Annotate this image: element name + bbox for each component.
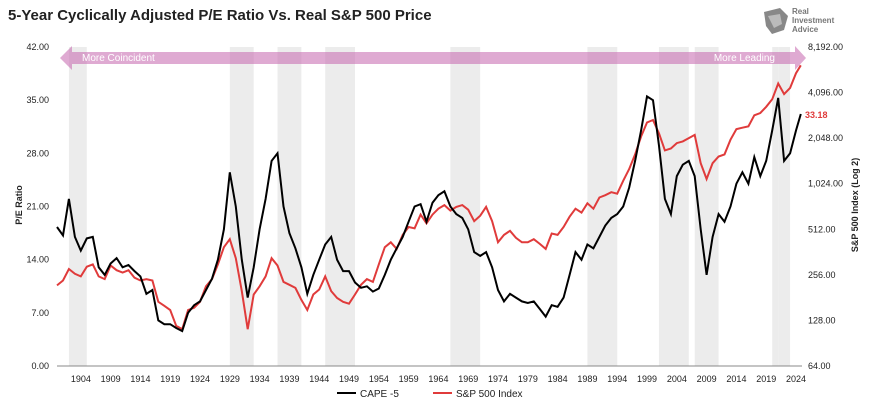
x-tick-label: 1944 bbox=[309, 374, 329, 384]
x-tick-label: 1924 bbox=[190, 374, 210, 384]
x-tick-label: 1979 bbox=[518, 374, 538, 384]
y-right-tick-label: 1,024.00 bbox=[808, 179, 843, 189]
y-left-tick-label: 35.00 bbox=[26, 95, 49, 105]
x-tick-label: 1999 bbox=[637, 374, 657, 384]
x-tick-label: 1974 bbox=[488, 374, 508, 384]
y-right-tick-label: 2,048.00 bbox=[808, 133, 843, 143]
shaded-period-8 bbox=[772, 47, 779, 366]
x-tick-label: 1904 bbox=[71, 374, 91, 384]
x-tick-label: 1954 bbox=[369, 374, 389, 384]
band-left-label: More Coincident bbox=[82, 53, 155, 64]
recession-shading bbox=[68, 47, 791, 366]
x-tick-label: 1989 bbox=[577, 374, 597, 384]
y-left-tick-label: 28.00 bbox=[26, 148, 49, 158]
x-tick-label: 2009 bbox=[697, 374, 717, 384]
x-tick-label: 1914 bbox=[130, 374, 150, 384]
y-left-tick-label: 42.00 bbox=[26, 42, 49, 52]
shaded-period-7 bbox=[694, 47, 719, 366]
x-tick-label: 1964 bbox=[428, 374, 448, 384]
band-right-label: More Leading bbox=[714, 53, 775, 64]
legend: CAPE -5 S&P 500 Index bbox=[337, 389, 523, 400]
x-axis-ticks: 1904 1909 1914 1919 1924 1929 1934 1939 1944 1949… bbox=[71, 374, 806, 384]
x-tick-label: 1929 bbox=[220, 374, 240, 384]
shaded-period-3 bbox=[325, 47, 355, 366]
logo-text-line2: Investment bbox=[792, 16, 835, 25]
x-tick-label: 1949 bbox=[339, 374, 359, 384]
y-axis-right-ticks: 64.00 128.00 256.00 512.00 1,024.00 2,048.00 4… bbox=[808, 42, 843, 371]
chart-title: 5-Year Cyclically Adjusted P/E Ratio Vs.… bbox=[8, 7, 432, 24]
y-left-tick-label: 21.00 bbox=[26, 202, 49, 212]
shaded-period-6 bbox=[658, 47, 689, 366]
y-axis-left-ticks: 0.00 7.00 14.00 21.00 28.00 35.00 42.00 bbox=[26, 42, 49, 371]
logo: Real Investment Advice bbox=[764, 7, 835, 34]
series-line-sp500 bbox=[56, 64, 802, 331]
y-axis-left-label: P/E Ratio bbox=[14, 185, 24, 225]
y-right-tick-label: 128.00 bbox=[808, 315, 836, 325]
y-right-tick-label: 4,096.00 bbox=[808, 88, 843, 98]
logo-text-line1: Real bbox=[792, 7, 809, 16]
x-tick-label: 1969 bbox=[458, 374, 478, 384]
shaded-period-1 bbox=[229, 47, 254, 366]
timing-band-arrow: More Coincident More Leading bbox=[60, 46, 806, 70]
x-tick-label: 2004 bbox=[667, 374, 687, 384]
eagle-icon bbox=[764, 8, 788, 34]
legend-label-cape: CAPE -5 bbox=[360, 389, 399, 400]
shaded-period-2 bbox=[277, 47, 302, 366]
y-left-tick-label: 7.00 bbox=[31, 308, 49, 318]
legend-label-sp500: S&P 500 Index bbox=[456, 389, 523, 400]
y-axis-right-label: S&P 500 Index (Log 2) bbox=[850, 158, 860, 252]
x-tick-label: 1994 bbox=[607, 374, 627, 384]
y-right-tick-label: 64.00 bbox=[808, 361, 831, 371]
last-value-label: 33.18 bbox=[805, 110, 828, 120]
x-tick-label: 1984 bbox=[548, 374, 568, 384]
y-left-tick-label: 0.00 bbox=[31, 361, 49, 371]
y-right-tick-label: 512.00 bbox=[808, 224, 836, 234]
x-tick-label: 1919 bbox=[160, 374, 180, 384]
y-left-tick-label: 14.00 bbox=[26, 255, 49, 265]
x-tick-label: 1934 bbox=[250, 374, 270, 384]
y-right-tick-label: 8,192.00 bbox=[808, 42, 843, 52]
x-tick-label: 1909 bbox=[101, 374, 121, 384]
y-right-tick-label: 256.00 bbox=[808, 270, 836, 280]
series-line-cape bbox=[56, 94, 802, 333]
x-tick-label: 1959 bbox=[399, 374, 419, 384]
logo-text-line3: Advice bbox=[792, 25, 819, 34]
shaded-period-9 bbox=[778, 47, 791, 366]
shaded-period-0 bbox=[68, 47, 87, 366]
x-tick-label: 2024 bbox=[786, 374, 806, 384]
x-tick-label: 1939 bbox=[279, 374, 299, 384]
x-tick-label: 2019 bbox=[756, 374, 776, 384]
x-tick-label: 2014 bbox=[726, 374, 746, 384]
